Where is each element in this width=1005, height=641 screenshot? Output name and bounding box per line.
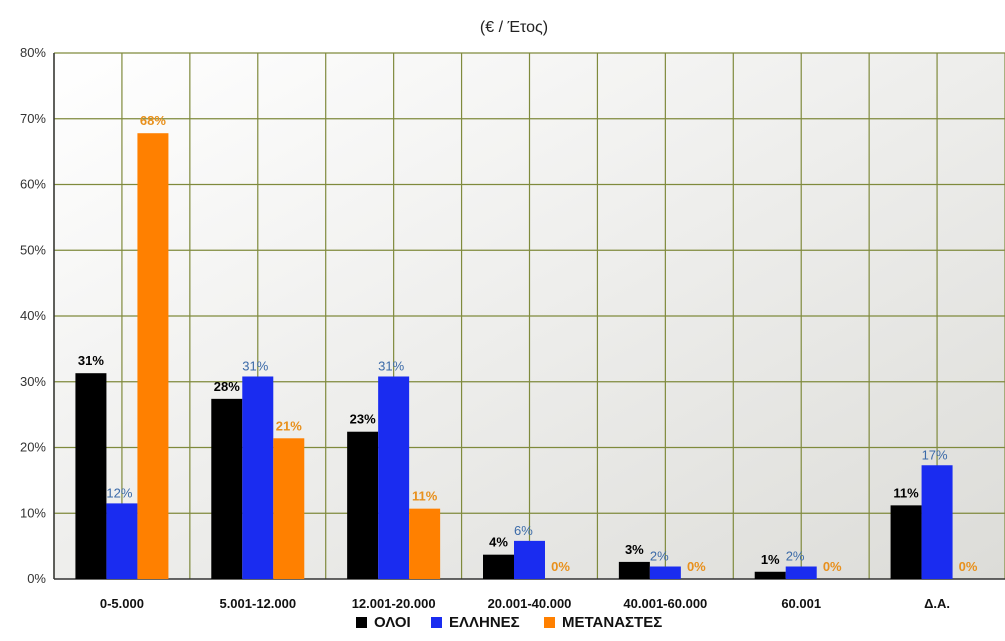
data-label: 0%: [687, 559, 706, 574]
chart-title: (€ / Έτος): [480, 19, 548, 36]
y-tick-label: 40%: [20, 308, 46, 323]
data-label: 6%: [514, 523, 533, 538]
data-label: 0%: [823, 559, 842, 574]
data-label: 31%: [242, 358, 268, 373]
x-tick-label: 40.001-60.000: [623, 596, 707, 611]
y-tick-label: 0%: [27, 571, 46, 586]
legend-label: ΟΛΟΙ: [374, 614, 411, 631]
bar-1-0: [106, 503, 138, 579]
bar-1-2: [378, 376, 410, 579]
legend-swatch: [431, 617, 442, 628]
bar-1-5: [785, 566, 817, 579]
data-label: 1%: [761, 552, 780, 567]
y-tick-label: 10%: [20, 505, 46, 520]
bar-0-6: [890, 505, 922, 579]
y-tick-label: 80%: [20, 45, 46, 60]
legend-swatch: [544, 617, 555, 628]
bar-0-5: [754, 571, 786, 579]
x-tick-label: 12.001-20.000: [352, 596, 436, 611]
data-label: 23%: [350, 412, 376, 427]
data-label: 0%: [959, 559, 978, 574]
x-tick-label: Δ.Α.: [924, 596, 950, 611]
bar-0-3: [483, 554, 514, 579]
data-label: 3%: [625, 542, 644, 557]
y-tick-label: 30%: [20, 374, 46, 389]
y-tick-label: 50%: [20, 242, 46, 257]
data-label: 11%: [412, 489, 438, 504]
data-label: 31%: [78, 353, 104, 368]
bar-0-0: [75, 373, 107, 579]
bar-2-2: [409, 508, 441, 579]
bar-0-4: [618, 561, 650, 579]
bar-0-1: [211, 398, 243, 579]
data-label: 2%: [786, 549, 805, 564]
x-tick-label: 5.001-12.000: [219, 596, 296, 611]
x-tick-label: 60.001: [781, 596, 821, 611]
data-label: 0%: [551, 559, 570, 574]
data-label: 12%: [106, 485, 132, 500]
data-label: 31%: [378, 358, 404, 373]
y-tick-label: 70%: [20, 111, 46, 126]
data-label: 2%: [650, 549, 669, 564]
x-tick-label: 20.001-40.000: [488, 596, 572, 611]
bar-1-6: [921, 465, 953, 579]
bar-0-2: [347, 431, 379, 579]
bar-1-4: [649, 566, 681, 579]
data-label: 68%: [140, 113, 166, 128]
legend-label: ΕΛΛΗΝΕΣ: [449, 614, 520, 631]
legend-label: ΜΕΤΑΝΑΣΤΕΣ: [562, 614, 662, 631]
data-label: 21%: [276, 418, 302, 433]
y-tick-label: 20%: [20, 440, 46, 455]
data-label: 4%: [489, 535, 508, 550]
y-tick-label: 60%: [20, 177, 46, 192]
data-label: 17%: [922, 447, 948, 462]
bar-1-1: [242, 376, 274, 579]
legend-swatch: [356, 617, 367, 628]
data-label: 28%: [214, 379, 240, 394]
bar-2-1: [273, 438, 305, 579]
x-tick-label: 0-5.000: [100, 596, 144, 611]
data-label: 11%: [893, 485, 919, 500]
bar-1-3: [514, 540, 545, 579]
bar-2-0: [137, 133, 169, 579]
